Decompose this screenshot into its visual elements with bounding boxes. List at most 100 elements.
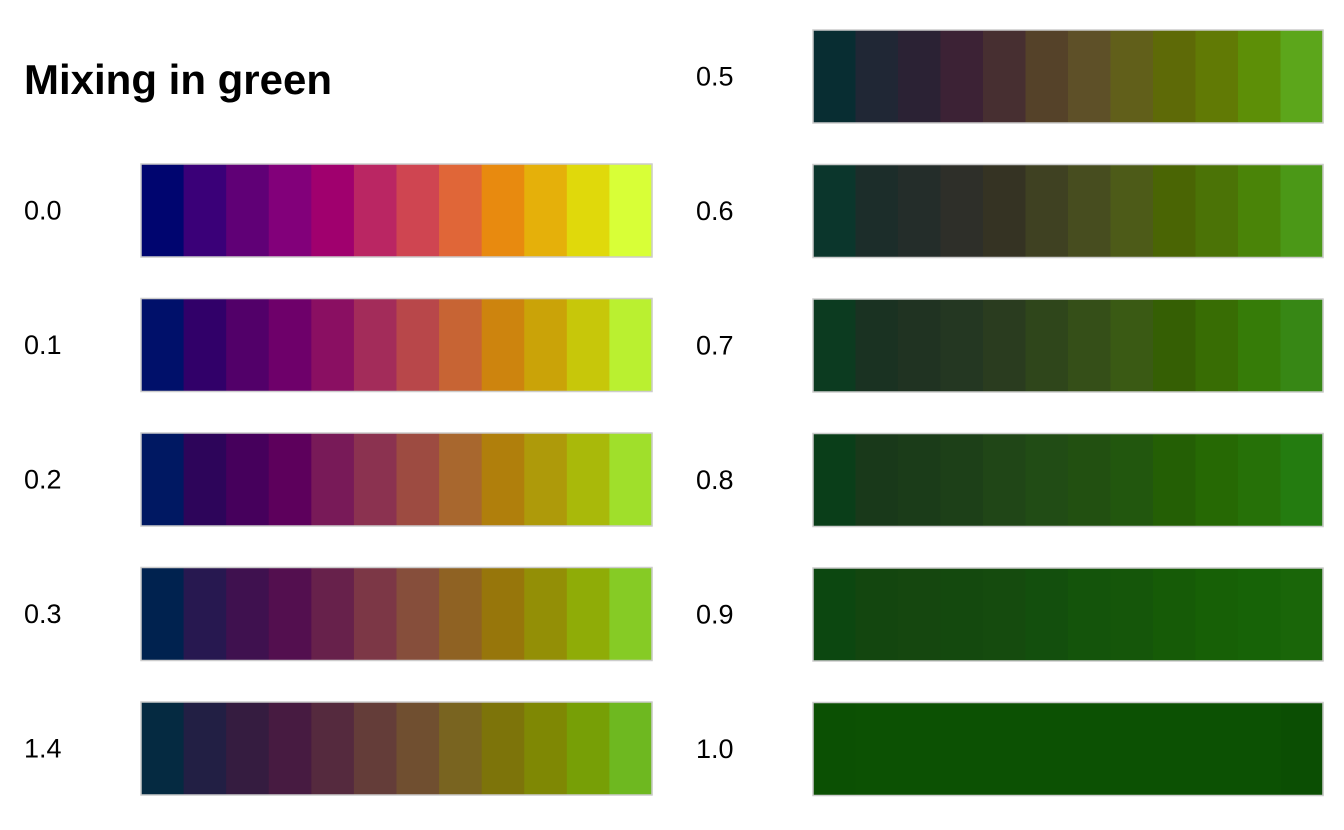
color-swatch bbox=[353, 164, 398, 257]
color-swatch bbox=[311, 298, 355, 392]
color-swatch bbox=[353, 433, 398, 526]
swatch-row-border bbox=[140, 163, 653, 258]
color-swatch bbox=[609, 164, 653, 257]
swatch-row-border bbox=[812, 567, 1324, 662]
color-swatch bbox=[1110, 164, 1154, 258]
color-swatch bbox=[1238, 568, 1282, 661]
color-swatch bbox=[481, 702, 525, 795]
color-swatch bbox=[1280, 299, 1324, 392]
color-swatch bbox=[855, 568, 899, 661]
swatch-row: 0.3 bbox=[24, 566, 653, 662]
color-swatch bbox=[268, 433, 312, 526]
row-label: 0.8 bbox=[696, 465, 734, 495]
swatch-row-border bbox=[812, 29, 1324, 124]
color-swatch bbox=[141, 433, 185, 526]
color-swatch bbox=[1280, 568, 1324, 661]
color-swatch bbox=[1110, 30, 1154, 123]
color-swatch bbox=[396, 567, 440, 661]
color-swatch bbox=[940, 299, 984, 392]
color-swatch bbox=[1068, 299, 1112, 392]
color-swatch bbox=[353, 567, 398, 661]
color-swatch bbox=[1238, 299, 1282, 392]
color-swatch bbox=[1195, 30, 1239, 123]
color-swatch bbox=[226, 164, 270, 257]
color-swatch bbox=[226, 702, 270, 795]
color-swatch bbox=[898, 164, 942, 258]
color-swatch bbox=[396, 164, 440, 257]
color-swatch bbox=[983, 433, 1027, 527]
color-swatch bbox=[396, 298, 440, 392]
swatch-rows: 0.0 0.1 0.2 0.3 1.4 0.5 0.6 0.7 0.8 0.9 1.0 bbox=[24, 29, 1324, 797]
color-swatch bbox=[813, 568, 857, 661]
color-swatch bbox=[439, 702, 483, 795]
color-swatch bbox=[141, 298, 185, 392]
color-swatch bbox=[1195, 299, 1239, 392]
color-swatch bbox=[268, 298, 312, 392]
row-label: 1.4 bbox=[24, 734, 62, 764]
color-swatch bbox=[898, 702, 942, 796]
color-swatch bbox=[566, 702, 611, 795]
row-label: 0.6 bbox=[696, 196, 734, 226]
color-swatch bbox=[439, 567, 483, 661]
color-swatch bbox=[855, 30, 899, 123]
color-swatch bbox=[226, 298, 270, 392]
color-swatch bbox=[1280, 164, 1324, 258]
color-swatch bbox=[524, 702, 568, 795]
color-swatch bbox=[481, 298, 525, 392]
swatch-row-border bbox=[812, 298, 1324, 393]
color-swatch bbox=[813, 299, 857, 392]
swatch-row: 0.5 bbox=[696, 29, 1324, 124]
chart-title: Mixing in green bbox=[24, 56, 332, 103]
color-swatch bbox=[1280, 702, 1324, 796]
color-swatch bbox=[311, 433, 355, 526]
color-swatch bbox=[609, 433, 653, 526]
color-swatch bbox=[439, 298, 483, 392]
color-swatch bbox=[983, 702, 1027, 796]
color-swatch bbox=[353, 702, 398, 795]
color-swatch bbox=[1195, 433, 1239, 527]
color-swatch bbox=[396, 702, 440, 795]
color-swatch bbox=[439, 433, 483, 526]
color-swatch bbox=[1195, 568, 1239, 661]
color-swatch bbox=[1110, 299, 1154, 392]
color-swatch bbox=[1238, 30, 1282, 123]
color-swatch bbox=[439, 164, 483, 257]
swatch-row-border bbox=[140, 701, 653, 796]
color-swatch bbox=[813, 433, 857, 527]
color-swatch bbox=[524, 567, 568, 661]
swatch-row-border bbox=[812, 701, 1324, 797]
color-swatch bbox=[524, 164, 568, 257]
swatch-row: 0.7 bbox=[696, 298, 1324, 393]
row-label: 0.5 bbox=[696, 62, 734, 92]
color-swatch bbox=[1153, 30, 1197, 123]
color-swatch bbox=[226, 433, 270, 526]
color-swatch bbox=[940, 30, 984, 123]
color-swatch bbox=[983, 164, 1027, 258]
color-swatch bbox=[983, 299, 1027, 392]
swatch-row-border bbox=[812, 432, 1324, 528]
color-swatch bbox=[353, 298, 398, 392]
color-swatch bbox=[1025, 568, 1069, 661]
color-swatch bbox=[311, 702, 355, 795]
color-swatch bbox=[1153, 299, 1197, 392]
color-swatch bbox=[268, 702, 312, 795]
color-swatch bbox=[813, 164, 857, 258]
color-swatch bbox=[183, 702, 227, 795]
color-swatch bbox=[268, 164, 312, 257]
color-swatch bbox=[1153, 433, 1197, 527]
color-swatch bbox=[1025, 30, 1069, 123]
color-swatch bbox=[481, 164, 525, 257]
color-swatch bbox=[1153, 568, 1197, 661]
swatch-row-border bbox=[812, 163, 1324, 259]
color-swatch bbox=[1280, 30, 1324, 123]
swatch-row: 0.2 bbox=[24, 432, 653, 527]
row-label: 0.2 bbox=[24, 465, 62, 495]
color-swatch bbox=[1068, 568, 1112, 661]
swatch-row: 0.6 bbox=[696, 163, 1324, 259]
color-swatch bbox=[609, 298, 653, 392]
color-swatch bbox=[183, 298, 227, 392]
row-label: 1.0 bbox=[696, 734, 734, 764]
color-swatch bbox=[898, 299, 942, 392]
color-swatch bbox=[566, 567, 611, 661]
